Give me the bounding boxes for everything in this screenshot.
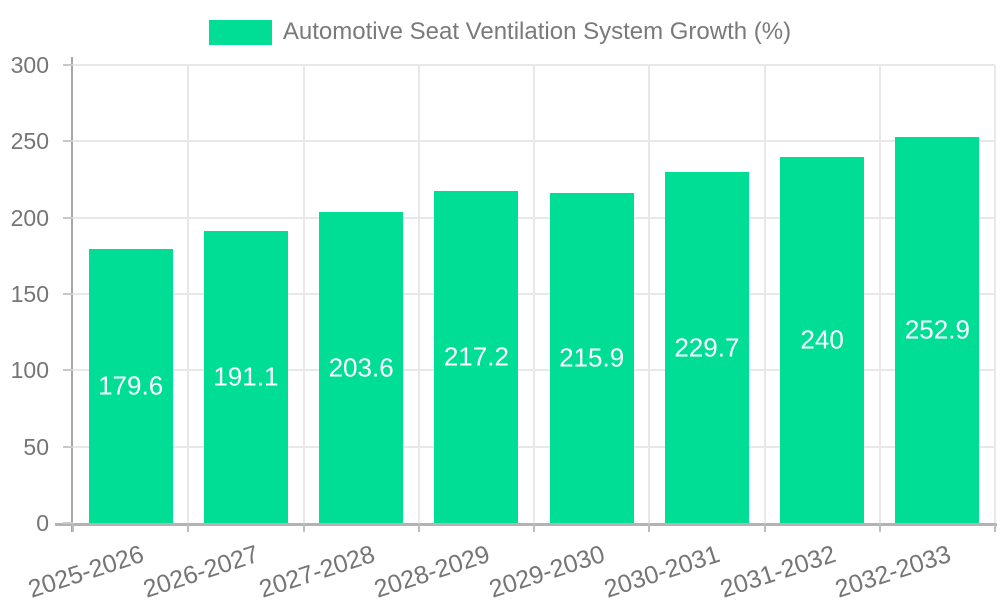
- bar[interactable]: [434, 191, 519, 523]
- bar[interactable]: [664, 172, 749, 523]
- v-gridline: [994, 65, 996, 523]
- v-gridline: [533, 65, 535, 523]
- y-axis-tick-label: 0: [36, 510, 49, 536]
- x-axis-category-label: 2028-2029: [370, 540, 494, 600]
- x-axis-category-label: 2030-2031: [601, 540, 724, 600]
- bar-value-label: 215.9: [559, 342, 625, 373]
- legend-swatch: [208, 19, 272, 45]
- x-axis-category-label: 2026-2027: [140, 540, 263, 600]
- bar-value-label: 179.6: [98, 370, 164, 401]
- bar-value-label: 229.7: [674, 332, 740, 363]
- v-gridline: [648, 65, 651, 523]
- bar-value-label: 217.2: [443, 341, 509, 372]
- x-axis-category-label: 2032-2033: [831, 540, 955, 600]
- x-axis-tick: [648, 523, 651, 532]
- bar[interactable]: [88, 248, 173, 523]
- x-axis-tick: [994, 523, 996, 532]
- x-axis-tick: [187, 523, 190, 532]
- x-axis-category-label: 2031-2032: [716, 540, 839, 600]
- v-gridline: [302, 65, 305, 523]
- v-gridline: [187, 65, 190, 523]
- chart-legend[interactable]: Automotive Seat Ventilation System Growt…: [0, 18, 1000, 46]
- x-axis-tick: [533, 523, 535, 532]
- bar-value-label: 191.1: [213, 361, 279, 392]
- y-axis-tick-label: 250: [10, 128, 49, 155]
- bar-value-label: 252.9: [904, 314, 970, 345]
- y-axis-tick: [63, 140, 73, 143]
- bar[interactable]: [780, 156, 865, 523]
- y-axis-tick-label: 300: [10, 52, 49, 78]
- v-gridline: [417, 65, 420, 523]
- x-axis-line: [55, 523, 997, 526]
- v-gridline: [878, 65, 881, 523]
- bar-value-label: 203.6: [328, 352, 394, 383]
- bar[interactable]: [203, 231, 288, 523]
- x-axis-tick: [878, 523, 881, 532]
- bar-value-label: 240: [800, 324, 844, 355]
- y-axis-tick-label: 50: [23, 433, 49, 460]
- x-axis-tick: [417, 523, 420, 532]
- y-axis-tick: [63, 293, 73, 295]
- y-axis-tick-label: 200: [10, 204, 49, 231]
- x-axis-tick: [763, 523, 766, 532]
- x-axis-category-label: 2025-2026: [24, 540, 148, 600]
- y-axis-tick: [63, 369, 73, 372]
- x-axis-category-label: 2027-2028: [255, 540, 378, 600]
- bar[interactable]: [549, 193, 634, 523]
- y-axis-tick: [63, 216, 73, 219]
- y-axis-tick-label: 100: [10, 357, 49, 384]
- y-axis-tick-label: 150: [10, 281, 49, 307]
- bar[interactable]: [895, 136, 980, 523]
- y-axis-tick: [63, 64, 73, 66]
- v-gridline: [763, 65, 766, 523]
- x-axis-category-label: 2029-2030: [485, 540, 609, 600]
- x-axis-tick: [302, 523, 305, 532]
- legend-label: Automotive Seat Ventilation System Growt…: [282, 18, 792, 45]
- x-axis-tick: [72, 523, 74, 532]
- bar[interactable]: [319, 212, 404, 523]
- y-axis-tick: [63, 445, 73, 448]
- y-axis-tick: [63, 522, 73, 524]
